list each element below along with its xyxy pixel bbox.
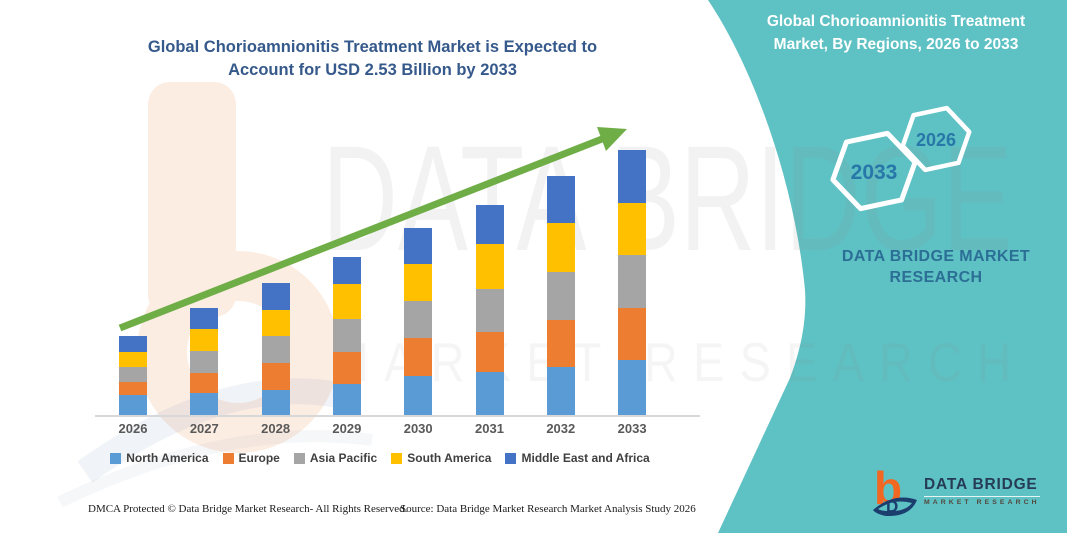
x-axis-line bbox=[95, 415, 700, 417]
bar-2028-middle-east-and-africa bbox=[261, 283, 290, 311]
source-note: Source: Data Bridge Market Research Mark… bbox=[400, 503, 696, 515]
side-panel-title: Global Chorioamnionitis Treatment Market… bbox=[766, 13, 1026, 53]
bar-2027 bbox=[190, 308, 219, 415]
bar-2027-north-america bbox=[190, 393, 219, 415]
bar-2027-europe bbox=[190, 373, 219, 394]
bar-2030-north-america bbox=[404, 376, 433, 415]
logo-mark: b D bbox=[872, 464, 918, 518]
x-axis-labels: 2026 2027 2028 2029 2030 2031 2032 2033 bbox=[95, 421, 670, 441]
bar-2033 bbox=[618, 150, 647, 415]
x-label-2031: 2031 bbox=[475, 421, 504, 436]
bar-2032 bbox=[546, 176, 575, 415]
bar-2028-north-america bbox=[261, 389, 290, 415]
bar-2031-middle-east-and-africa bbox=[475, 204, 504, 245]
legend-item-europe: Europe bbox=[222, 451, 280, 465]
legend-label: South America bbox=[407, 451, 492, 465]
chart-title: Global Chorioamnionitis Treatment Market… bbox=[95, 36, 650, 83]
legend-item-middle-east-and-africa: Middle East and Africa bbox=[505, 451, 650, 465]
legend-label: Europe bbox=[238, 451, 280, 465]
chart-legend: North America Europe Asia Pacific South Ame… bbox=[85, 451, 675, 465]
teal-panel-shape bbox=[708, 0, 1067, 533]
bar-2027-asia-pacific bbox=[190, 351, 219, 374]
legend-swatch bbox=[293, 452, 305, 464]
chart-title-line2: Account for USD 2.53 Billion by 2033 bbox=[228, 61, 517, 80]
bar-2033-europe bbox=[618, 308, 647, 360]
bar-2033-asia-pacific bbox=[618, 254, 647, 309]
bar-2028-south-america bbox=[261, 310, 290, 337]
bar-2027-middle-east-and-africa bbox=[190, 308, 219, 330]
legend-label: Middle East and Africa bbox=[521, 451, 650, 465]
bar-2026-middle-east-and-africa bbox=[119, 336, 147, 353]
bar-2031-europe bbox=[475, 332, 504, 373]
logo-b-icon: b D bbox=[873, 464, 917, 517]
bar-2028-europe bbox=[261, 362, 290, 390]
logo-text-block: DATA BRIDGE MARKET RESEARCH bbox=[924, 476, 1040, 506]
legend-label: Asia Pacific bbox=[309, 451, 378, 465]
bar-2026-asia-pacific bbox=[119, 366, 147, 382]
legend-item-south-america: South America bbox=[391, 451, 491, 465]
bar-2029-south-america bbox=[332, 284, 361, 319]
bar-2029-middle-east-and-africa bbox=[332, 256, 361, 285]
bar-2030-middle-east-and-africa bbox=[404, 227, 433, 265]
bar-2030 bbox=[404, 227, 433, 415]
bar-2032-asia-pacific bbox=[546, 271, 575, 320]
bar-2027-south-america bbox=[190, 329, 219, 352]
x-label-2027: 2027 bbox=[189, 421, 219, 436]
x-label-2026: 2026 bbox=[118, 421, 148, 436]
x-label-2028: 2028 bbox=[261, 421, 291, 436]
x-label-2030: 2030 bbox=[403, 421, 433, 436]
brand-name-text: DATA BRIDGE MARKET RESEARCH bbox=[841, 248, 1031, 287]
bar-2030-asia-pacific bbox=[404, 300, 433, 338]
bar-2028-asia-pacific bbox=[261, 336, 290, 363]
bar-2031 bbox=[475, 204, 504, 415]
chart-title-line1: Global Chorioamnionitis Treatment Market… bbox=[147, 38, 598, 56]
legend-label: North America bbox=[126, 451, 209, 465]
bar-2033-south-america bbox=[618, 203, 647, 255]
bar-2030-south-america bbox=[404, 264, 433, 301]
legend-swatch bbox=[110, 452, 122, 464]
bar-2029 bbox=[332, 256, 361, 415]
bar-2029-europe bbox=[332, 352, 361, 384]
legend-item-asia-pacific: Asia Pacific bbox=[293, 451, 378, 465]
bar-2026 bbox=[119, 336, 147, 415]
bar-2032-north-america bbox=[546, 366, 575, 415]
x-label-2029: 2029 bbox=[332, 421, 362, 436]
bar-2026-south-america bbox=[119, 352, 147, 367]
bar-2026-europe bbox=[119, 381, 147, 396]
logo-name-text: DATA BRIDGE bbox=[924, 476, 1040, 497]
logo-sub-text: MARKET RESEARCH bbox=[924, 499, 1040, 506]
bar-2033-middle-east-and-africa bbox=[618, 150, 647, 204]
legend-swatch bbox=[222, 452, 234, 464]
x-label-2032: 2032 bbox=[546, 421, 576, 436]
bar-2031-north-america bbox=[475, 372, 504, 415]
svg-text:D: D bbox=[886, 497, 898, 516]
bar-2031-south-america bbox=[475, 244, 504, 290]
legend-item-north-america: North America bbox=[110, 451, 209, 465]
bar-2029-north-america bbox=[332, 383, 361, 415]
bar-2030-europe bbox=[404, 337, 433, 377]
legend-swatch bbox=[505, 452, 517, 464]
dmca-notice: DMCA Protected © Data Bridge Market Rese… bbox=[88, 503, 408, 515]
bar-2032-south-america bbox=[546, 223, 575, 272]
x-label-2033: 2033 bbox=[617, 421, 647, 436]
stacked-bar-chart bbox=[95, 150, 670, 415]
bar-2028 bbox=[261, 283, 290, 415]
bar-2026-north-america bbox=[119, 395, 147, 415]
bar-2032-europe bbox=[546, 319, 575, 367]
bar-2033-north-america bbox=[618, 359, 647, 415]
bar-2032-middle-east-and-africa bbox=[546, 176, 575, 224]
company-logo: b D DATA BRIDGE MARKET RESEARCH bbox=[872, 462, 1047, 520]
legend-swatch bbox=[391, 452, 403, 464]
bar-2031-asia-pacific bbox=[475, 289, 504, 333]
bar-2029-asia-pacific bbox=[332, 318, 361, 353]
